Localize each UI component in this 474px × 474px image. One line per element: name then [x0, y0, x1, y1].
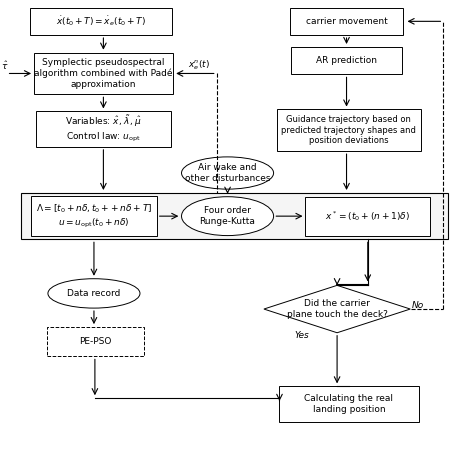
Text: $\dot{x}(t_0+T) = \dot{x}_e(t_0+T)$: $\dot{x}(t_0+T) = \dot{x}_e(t_0+T)$ [56, 15, 146, 28]
Text: PE-PSO: PE-PSO [79, 337, 111, 346]
Ellipse shape [48, 279, 140, 308]
Text: Calculating the real
landing position: Calculating the real landing position [304, 394, 393, 413]
Text: Did the carrier
plane touch the deck?: Did the carrier plane touch the deck? [287, 300, 388, 319]
Text: Yes: Yes [294, 331, 309, 339]
FancyBboxPatch shape [47, 327, 144, 356]
FancyBboxPatch shape [291, 47, 402, 74]
FancyBboxPatch shape [290, 8, 403, 35]
FancyBboxPatch shape [21, 193, 448, 239]
Text: No: No [412, 301, 424, 310]
Text: Data record: Data record [67, 289, 121, 298]
Text: $\hat{\tau}$: $\hat{\tau}$ [0, 59, 8, 72]
FancyBboxPatch shape [36, 111, 171, 147]
Text: Symplectic pseudospectral
algorithm combined with Padé
approximation: Symplectic pseudospectral algorithm comb… [34, 58, 173, 89]
FancyBboxPatch shape [279, 386, 419, 422]
Text: Air wake and
other disturbances: Air wake and other disturbances [185, 164, 270, 182]
Text: Four order
Runge-Kutta: Four order Runge-Kutta [200, 207, 255, 226]
Text: $\Lambda = [t_0+n\delta, t_0+\!+n\delta+T]$
$u = u_{\mathrm{opt}}(t_0+n\delta)$: $\Lambda = [t_0+n\delta, t_0+\!+n\delta+… [36, 202, 152, 230]
Text: $x_e^n(t)$: $x_e^n(t)$ [188, 59, 210, 72]
FancyBboxPatch shape [277, 109, 421, 151]
FancyBboxPatch shape [31, 196, 156, 237]
Text: carrier movement: carrier movement [306, 17, 387, 26]
Text: AR prediction: AR prediction [316, 56, 377, 65]
FancyBboxPatch shape [30, 8, 172, 35]
Polygon shape [264, 285, 410, 333]
Text: $x^* = (t_0+(n+1)\delta)$: $x^* = (t_0+(n+1)\delta)$ [325, 209, 410, 223]
Text: Guidance trajectory based on
predicted trajectory shapes and
position deviations: Guidance trajectory based on predicted t… [282, 116, 416, 145]
Text: Variables: $\hat{x}$, $\tilde{\lambda}$, $\hat{\mu}$
Control law: $u_{\mathrm{op: Variables: $\hat{x}$, $\tilde{\lambda}$,… [65, 114, 142, 144]
Ellipse shape [182, 197, 273, 236]
FancyBboxPatch shape [305, 197, 430, 236]
FancyBboxPatch shape [34, 53, 173, 94]
Ellipse shape [182, 157, 273, 189]
